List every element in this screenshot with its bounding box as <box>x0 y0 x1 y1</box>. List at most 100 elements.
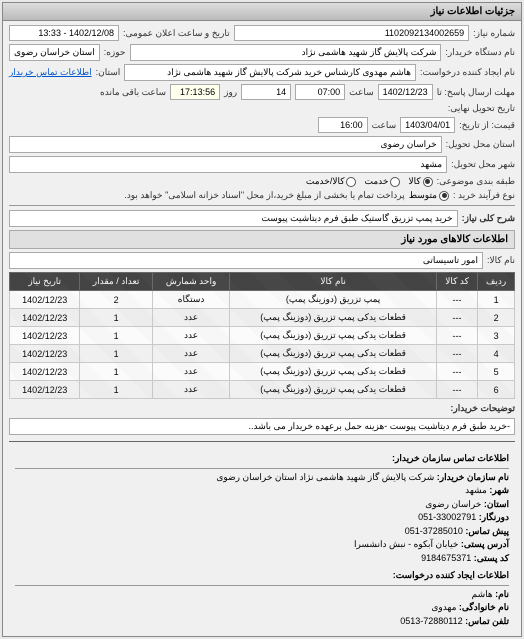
c-post-lbl: کد پستی: <box>474 553 509 563</box>
table-cell: 1 <box>80 345 152 363</box>
table-cell: --- <box>436 291 477 309</box>
buytype-radio-group: متوسط <box>409 190 449 201</box>
time-label-1: ساعت <box>349 87 374 98</box>
c-city-lbl: شهر: <box>489 485 509 495</box>
table-row[interactable]: 6---قطعات یدکی پمپ تزریق (دوزینگ پمپ)عدد… <box>10 381 515 399</box>
table-cell: --- <box>436 381 477 399</box>
radio-medium[interactable]: متوسط <box>409 190 449 201</box>
c-lname-lbl: نام خانوادگی: <box>459 602 509 612</box>
c-fax: 33002791-051 <box>418 512 476 522</box>
table-cell: 1402/12/23 <box>10 381 80 399</box>
c-name-lbl: نام: <box>495 589 509 599</box>
delivery-label: تاریخ تحویل نهایی: <box>448 103 515 114</box>
table-row[interactable]: 5---قطعات یدکی پمپ تزریق (دوزینگ پمپ)عدد… <box>10 363 515 381</box>
table-cell: 1 <box>80 381 152 399</box>
loc-value: خراسان رضوی <box>9 136 442 153</box>
pay-note: پرداخت تمام یا بخشی از مبلغ خرید،از محل … <box>9 190 405 201</box>
buy-type-label: نوع فرآیند خرید : <box>453 190 515 201</box>
table-cell: --- <box>436 309 477 327</box>
table-cell: عدد <box>152 363 230 381</box>
c-lname: مهدوی <box>431 602 456 612</box>
radio-medium-label: متوسط <box>409 190 437 201</box>
req-no-label: شماره نیاز: <box>473 28 515 39</box>
c-tel-lbl: پیش تماس: <box>465 526 509 536</box>
delivery-time: 16:00 <box>318 117 368 133</box>
radio-kala[interactable]: کالا <box>408 176 432 187</box>
panel-body: شماره نیاز: 1102092134002659 تاریخ و ساع… <box>3 21 521 636</box>
c-fax-lbl: دورنگار: <box>479 512 509 522</box>
table-cell: 1 <box>80 363 152 381</box>
subject-cls-label: طبقه بندی موضوعی: <box>437 176 515 187</box>
desc-label: شرح کلی نیاز: <box>462 213 515 224</box>
time-label-2: ساعت <box>372 120 397 131</box>
buyer-org-label: نام دستگاه خریدار: <box>445 47 515 58</box>
table-row[interactable]: 1---پمپ تزریق (دوزینگ پمپ)دستگاه21402/12… <box>10 291 515 309</box>
table-cell: 5 <box>478 363 515 381</box>
details-panel: جزئیات اطلاعات نیاز شماره نیاز: 11020921… <box>2 2 522 637</box>
c-tel: 37285010-051 <box>405 526 463 536</box>
table-cell: پمپ تزریق (دوزینگ پمپ) <box>230 291 436 309</box>
table-cell: عدد <box>152 345 230 363</box>
announce-label: تاریخ و ساعت اعلان عمومی: <box>123 28 230 39</box>
table-cell: قطعات یدکی پمپ تزریق (دوزینگ پمپ) <box>230 327 436 345</box>
c-addr-lbl: آدرس پستی: <box>461 539 509 549</box>
radio-khedmat[interactable]: خدمت <box>364 176 400 187</box>
c-org-lbl: نام سازمان خریدار: <box>437 472 509 482</box>
table-cell: 1402/12/23 <box>10 309 80 327</box>
deadline-time: 07:00 <box>295 84 345 100</box>
city-label: شهر محل تحویل: <box>451 159 515 170</box>
table-cell: قطعات یدکی پمپ تزریق (دوزینگ پمپ) <box>230 345 436 363</box>
province-value: استان خراسان رضوی <box>9 44 100 61</box>
table-cell: 1402/12/23 <box>10 363 80 381</box>
table-row[interactable]: 3---قطعات یدکی پمپ تزریق (دوزینگ پمپ)عدد… <box>10 327 515 345</box>
c-addr: خیابان آبکوه - نبش دانشسرا <box>354 539 458 549</box>
goods-table: ردیفکد کالانام کالاواحد شمارشتعداد / مقد… <box>9 272 515 399</box>
requester-label: نام ایجاد کننده درخواست: <box>420 67 515 78</box>
contact-title-1: اطلاعات تماس سازمان خریدار: <box>15 452 509 469</box>
radio-kalakhedmat[interactable]: کالا/خدمت <box>306 176 357 187</box>
table-row[interactable]: 4---قطعات یدکی پمپ تزریق (دوزینگ پمپ)عدد… <box>10 345 515 363</box>
buyer-notes-label: توضیحات خریدار: <box>450 403 515 414</box>
table-row[interactable]: 2---قطعات یدکی پمپ تزریق (دوزینگ پمپ)عدد… <box>10 309 515 327</box>
table-cell: عدد <box>152 381 230 399</box>
table-header: کد کالا <box>436 273 477 291</box>
radio-kala-label: کالا <box>408 176 420 187</box>
table-cell: قطعات یدکی پمپ تزریق (دوزینگ پمپ) <box>230 363 436 381</box>
table-cell: 1402/12/23 <box>10 345 80 363</box>
table-header: نام کالا <box>230 273 436 291</box>
days-label: روز <box>224 87 237 98</box>
buyer-notes-value: -خرید طبق فرم دیتاشیت پیوست -هزینه حمل ب… <box>9 418 515 435</box>
goods-section-title: اطلاعات کالاهای مورد نیاز <box>9 230 515 249</box>
table-cell: --- <box>436 345 477 363</box>
deadline-date: 1402/12/23 <box>378 84 433 100</box>
table-cell: 2 <box>80 291 152 309</box>
table-header: تعداد / مقدار <box>80 273 152 291</box>
contact-title-2: اطلاعات ایجاد کننده درخواست: <box>15 569 509 586</box>
c-city: مشهد <box>465 485 487 495</box>
remain-value: 17:13:56 <box>170 84 220 100</box>
table-cell: 6 <box>478 381 515 399</box>
days-value: 14 <box>241 84 291 100</box>
buyer-org-value: شرکت پالایش گاز شهید هاشمی نژاد <box>130 44 442 61</box>
table-cell: --- <box>436 363 477 381</box>
subject-radio-group: کالا خدمت کالا/خدمت <box>306 176 433 187</box>
radio-khedmat-label: خدمت <box>364 176 388 187</box>
contact-link[interactable]: اطلاعات تماس خریدار <box>9 67 92 78</box>
table-cell: 1402/12/23 <box>10 291 80 309</box>
table-header: ردیف <box>478 273 515 291</box>
from-label: قیمت: از تاریخ: <box>459 120 515 131</box>
province-label: حوزه: <box>104 47 126 58</box>
c-prov-lbl: استان: <box>484 499 509 509</box>
radio-kalakhedmat-label: کالا/خدمت <box>306 176 345 187</box>
table-header: تاریخ نیاز <box>10 273 80 291</box>
table-cell: 1402/12/23 <box>10 327 80 345</box>
table-cell: عدد <box>152 327 230 345</box>
goods-name-value: امور تاسیساتی <box>9 252 483 269</box>
table-cell: قطعات یدکی پمپ تزریق (دوزینگ پمپ) <box>230 381 436 399</box>
c-org: شرکت پالایش گاز شهید هاشمی نژاد استان خر… <box>216 472 434 482</box>
table-cell: 4 <box>478 345 515 363</box>
requester-value: هاشم مهدوی کارشناس خرید شرکت پالایش گاز … <box>124 64 416 81</box>
deadline-label: مهلت ارسال پاسخ: تا <box>437 87 515 98</box>
c-post: 9184675371 <box>421 553 471 563</box>
contact-block: اطلاعات تماس سازمان خریدار: نام سازمان خ… <box>9 448 515 632</box>
